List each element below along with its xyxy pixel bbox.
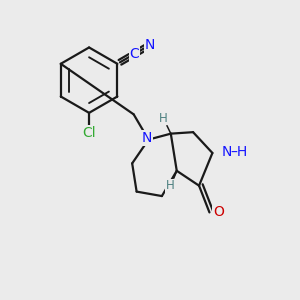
Text: N: N	[142, 131, 152, 145]
Text: H: H	[159, 112, 168, 125]
Text: O: O	[213, 206, 224, 219]
Text: C: C	[129, 47, 139, 61]
Text: –H: –H	[231, 146, 248, 159]
Text: N: N	[144, 38, 155, 52]
Text: N: N	[221, 146, 232, 159]
Text: Cl: Cl	[82, 126, 96, 140]
Text: H: H	[166, 179, 175, 192]
